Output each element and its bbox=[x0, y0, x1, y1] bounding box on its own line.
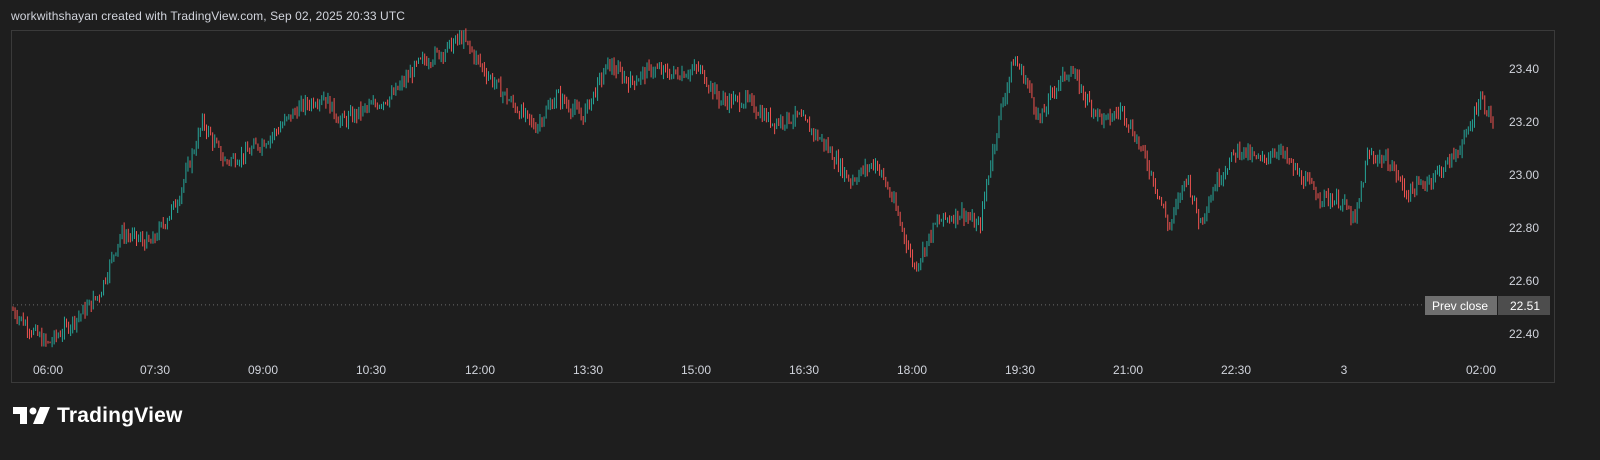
tradingview-logo[interactable]: TradingView bbox=[13, 404, 183, 428]
x-tick-label: 3 bbox=[1341, 363, 1348, 377]
x-tick-label: 22:30 bbox=[1221, 363, 1251, 377]
prev-close-value-bg bbox=[1498, 296, 1550, 315]
x-tick-label: 10:30 bbox=[356, 363, 386, 377]
y-tick-label: 22.40 bbox=[1509, 327, 1539, 341]
x-tick-label: 15:00 bbox=[681, 363, 711, 377]
prev-close-value: 22.51 bbox=[1510, 299, 1540, 313]
y-tick-label: 23.20 bbox=[1509, 115, 1539, 129]
x-axis: 06:00 07:30 09:00 10:30 12:00 13:30 15:00 16:30… bbox=[33, 363, 1496, 377]
tradingview-logo-icon bbox=[13, 407, 50, 424]
candlestick-series bbox=[12, 28, 1494, 348]
attribution-text: workwithshayan created with TradingView.… bbox=[11, 9, 406, 23]
x-tick-label: 18:00 bbox=[897, 363, 927, 377]
prev-close-badge: Prev close 22.51 bbox=[1425, 296, 1550, 315]
x-tick-label: 02:00 bbox=[1466, 363, 1496, 377]
x-tick-label: 09:00 bbox=[248, 363, 278, 377]
x-tick-label: 12:00 bbox=[465, 363, 495, 377]
y-axis: 23.40 23.20 23.00 22.80 22.60 22.40 bbox=[1509, 62, 1539, 341]
x-tick-label: 06:00 bbox=[33, 363, 63, 377]
x-tick-label: 07:30 bbox=[140, 363, 170, 377]
x-tick-label: 19:30 bbox=[1005, 363, 1035, 377]
x-tick-label: 13:30 bbox=[573, 363, 603, 377]
prev-close-label-bg bbox=[1425, 296, 1497, 315]
x-tick-label: 16:30 bbox=[789, 363, 819, 377]
x-tick-label: 21:00 bbox=[1113, 363, 1143, 377]
y-tick-label: 22.80 bbox=[1509, 221, 1539, 235]
tradingview-wordmark: TradingView bbox=[57, 404, 183, 427]
y-tick-label: 23.00 bbox=[1509, 168, 1539, 182]
chart-frame[interactable] bbox=[11, 30, 1555, 383]
y-tick-label: 22.60 bbox=[1509, 274, 1539, 288]
prev-close-label: Prev close bbox=[1432, 299, 1488, 313]
y-tick-label: 23.40 bbox=[1509, 62, 1539, 76]
